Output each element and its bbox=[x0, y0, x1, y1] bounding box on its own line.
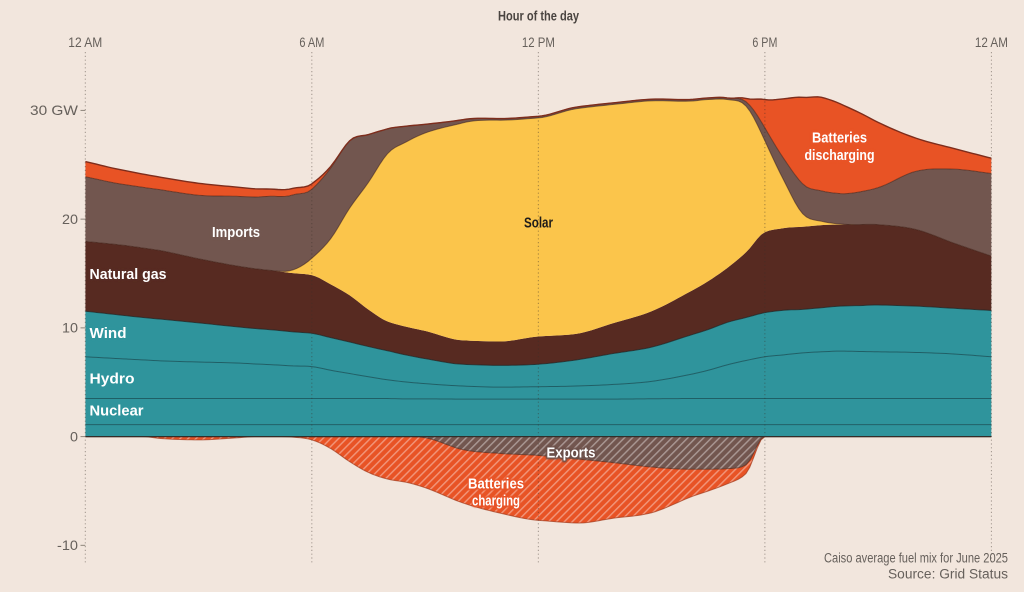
area-batteries-charging bbox=[85, 436, 992, 524]
label-nuclear: Nuclear bbox=[90, 403, 144, 420]
x-tick-label-3: 6 PM bbox=[752, 34, 777, 50]
caption-source-line2: Source: Grid Status bbox=[888, 567, 1008, 582]
line-solar-top bbox=[85, 98, 992, 272]
y-tick-label-1: 20 bbox=[62, 211, 78, 227]
x-tick-label-1: 6 AM bbox=[299, 34, 324, 50]
x-tick-label-4: 12 AM bbox=[975, 34, 1008, 50]
label-batteries-charging-2-halo: charging bbox=[472, 493, 520, 510]
label-batteries-discharging-1: Batteries bbox=[812, 130, 867, 147]
label-batteries-discharging-2: discharging bbox=[805, 147, 875, 164]
label-wind: Wind bbox=[90, 325, 127, 342]
label-batteries-charging-1-halo: Batteries bbox=[468, 476, 524, 493]
label-batteries-discharging-1-halo: Batteries bbox=[812, 130, 867, 147]
y-tick-label-4: -10 bbox=[57, 537, 78, 553]
label-batteries-charging-2: charging bbox=[472, 493, 520, 510]
label-imports: Imports bbox=[212, 224, 260, 241]
label-imports-halo: Imports bbox=[212, 224, 260, 241]
stacked-areas bbox=[85, 96, 992, 524]
y-tick-label-0: 30 GW bbox=[30, 102, 79, 118]
x-tick-label-0: 12 AM bbox=[68, 34, 102, 50]
area-hydro bbox=[85, 351, 992, 400]
x-axis-title: Hour of the day bbox=[498, 8, 579, 24]
line-nuclear-top bbox=[85, 398, 992, 400]
label-hydro: Hydro bbox=[90, 371, 135, 388]
area-other-renewables bbox=[85, 424, 992, 437]
label-wind-halo: Wind bbox=[90, 325, 127, 342]
area-solar bbox=[85, 98, 992, 342]
area-wind bbox=[85, 305, 992, 388]
label-batteries-charging-1: Batteries bbox=[468, 476, 524, 493]
label-solar: Solar bbox=[524, 215, 553, 232]
line-hydro-top bbox=[85, 350, 992, 388]
area-nuclear bbox=[85, 398, 992, 425]
line-total-top bbox=[85, 96, 992, 191]
label-natural-gas-halo: Natural gas bbox=[90, 266, 167, 283]
y-tick-label-3: 0 bbox=[70, 428, 78, 444]
area-imports bbox=[85, 97, 992, 272]
area-exports bbox=[85, 436, 992, 470]
x-tick-label-2: 12 PM bbox=[522, 34, 555, 50]
label-natural-gas: Natural gas bbox=[90, 266, 167, 283]
label-exports-halo: Exports bbox=[547, 445, 596, 462]
boundary-lines bbox=[85, 96, 992, 524]
area-batteries-discharging bbox=[85, 96, 992, 197]
axis-ticks-and-labels: 12 AM 6 AM 12 PM 6 PM 12 AM 30 GW 20 10 0 -10 bbox=[30, 34, 1008, 553]
label-nuclear-halo: Nuclear bbox=[90, 403, 144, 420]
caption-source-line1: Caiso average fuel mix for June 2025 bbox=[824, 551, 1008, 566]
label-hydro-halo: Hydro bbox=[90, 371, 135, 388]
label-exports: Exports bbox=[547, 445, 596, 462]
line-wind-top bbox=[85, 304, 992, 366]
y-tick-label-2: 10 bbox=[62, 320, 78, 336]
area-natural-gas bbox=[85, 224, 992, 366]
label-batteries-discharging-2-halo: discharging bbox=[805, 147, 875, 164]
